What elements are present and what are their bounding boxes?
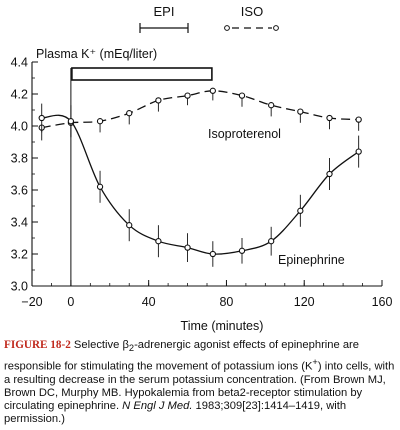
y-tick-label: 3.6: [11, 184, 28, 198]
y-tick-label: 4.0: [11, 120, 28, 134]
caption-journal: N Engl J Med.: [122, 400, 193, 413]
x-tick-label: 40: [142, 295, 156, 309]
series-layer: [38, 87, 362, 267]
legend-line-epi: [139, 23, 189, 33]
x-tick-label: −20: [21, 295, 42, 309]
caption-text-1: Selective β: [70, 339, 129, 351]
y-tick-label: 3.2: [11, 248, 28, 262]
caption-figure-number: FIGURE 18-2: [4, 339, 71, 351]
data-point-epinephrine: [184, 244, 191, 251]
series-label-isoproterenol: Isoproterenol: [208, 127, 281, 141]
data-point-isoproterenol: [209, 87, 216, 94]
axes: −20 0 40 80 120 160 3.0 3.2 3.4 3.6 3.8 4.0 4.2 4.4: [11, 56, 393, 310]
series-line-epinephrine: [41, 114, 360, 255]
data-point-isoproterenol: [268, 102, 275, 109]
legend-iso-dot-right: [273, 25, 279, 31]
data-point-isoproterenol: [184, 92, 191, 99]
data-point-epinephrine: [268, 238, 275, 245]
caption-text-4: 1983;309[23]:1414–1419, with permission.…: [4, 400, 347, 426]
caption-text-3: ) into cells, with a resulting decrease …: [4, 360, 395, 413]
y-tick-label: 3.4: [11, 216, 28, 230]
y-tick-label: 3.0: [11, 280, 28, 294]
data-point-isoproterenol: [297, 108, 304, 115]
infusion-bar: [71, 67, 213, 81]
data-point-epinephrine: [238, 247, 246, 254]
figure-caption: FIGURE 18-2 Selective β2-adrenergic agon…: [4, 339, 398, 427]
legend-iso-dot-left: [224, 25, 230, 31]
data-point-isoproterenol: [355, 116, 362, 123]
data-point-isoproterenol: [326, 114, 333, 122]
caption-text-2: -adrenergic agonist effects of epinephri…: [4, 339, 360, 373]
legend-label-epi: EPI: [154, 4, 175, 19]
data-point-epinephrine: [67, 118, 75, 125]
legend: EPI ISO: [139, 4, 279, 33]
data-point-epinephrine: [96, 183, 104, 190]
x-axis-label: Time (minutes): [181, 319, 264, 333]
y-tick-label: 3.8: [11, 152, 28, 166]
data-point-epinephrine: [297, 207, 304, 214]
x-tick-label: 80: [219, 295, 233, 309]
data-point-isoproterenol: [155, 97, 162, 104]
data-point-epinephrine: [209, 250, 216, 258]
infusion-bar-layer: [71, 67, 213, 81]
y-tick-label: 4.4: [11, 56, 28, 70]
x-tick-label: 160: [372, 295, 393, 309]
y-axis-label: Plasma K⁺ (mEq/liter): [36, 47, 157, 61]
data-point-epinephrine: [126, 222, 133, 229]
series-label-epinephrine: Epinephrine: [278, 253, 345, 267]
chart: EPI ISO Plasma K⁺ (mEq/liter) Time (minu…: [11, 4, 393, 333]
legend-label-iso: ISO: [241, 4, 263, 19]
series-line-isoproterenol: [41, 90, 359, 129]
data-point-isoproterenol: [126, 110, 133, 117]
y-tick-label: 4.2: [11, 88, 28, 102]
caption-superscript: +: [312, 356, 318, 367]
x-tick-label: 120: [294, 295, 315, 309]
data-point-isoproterenol: [96, 118, 104, 125]
data-point-epinephrine: [38, 114, 45, 122]
caption-subscript: 2: [128, 343, 135, 354]
data-point-epinephrine: [355, 148, 362, 155]
data-point-epinephrine: [326, 170, 333, 178]
data-point-isoproterenol: [238, 92, 246, 99]
x-tick-label: 0: [67, 295, 74, 309]
legend-line-iso: [224, 25, 279, 31]
data-point-epinephrine: [155, 238, 162, 245]
